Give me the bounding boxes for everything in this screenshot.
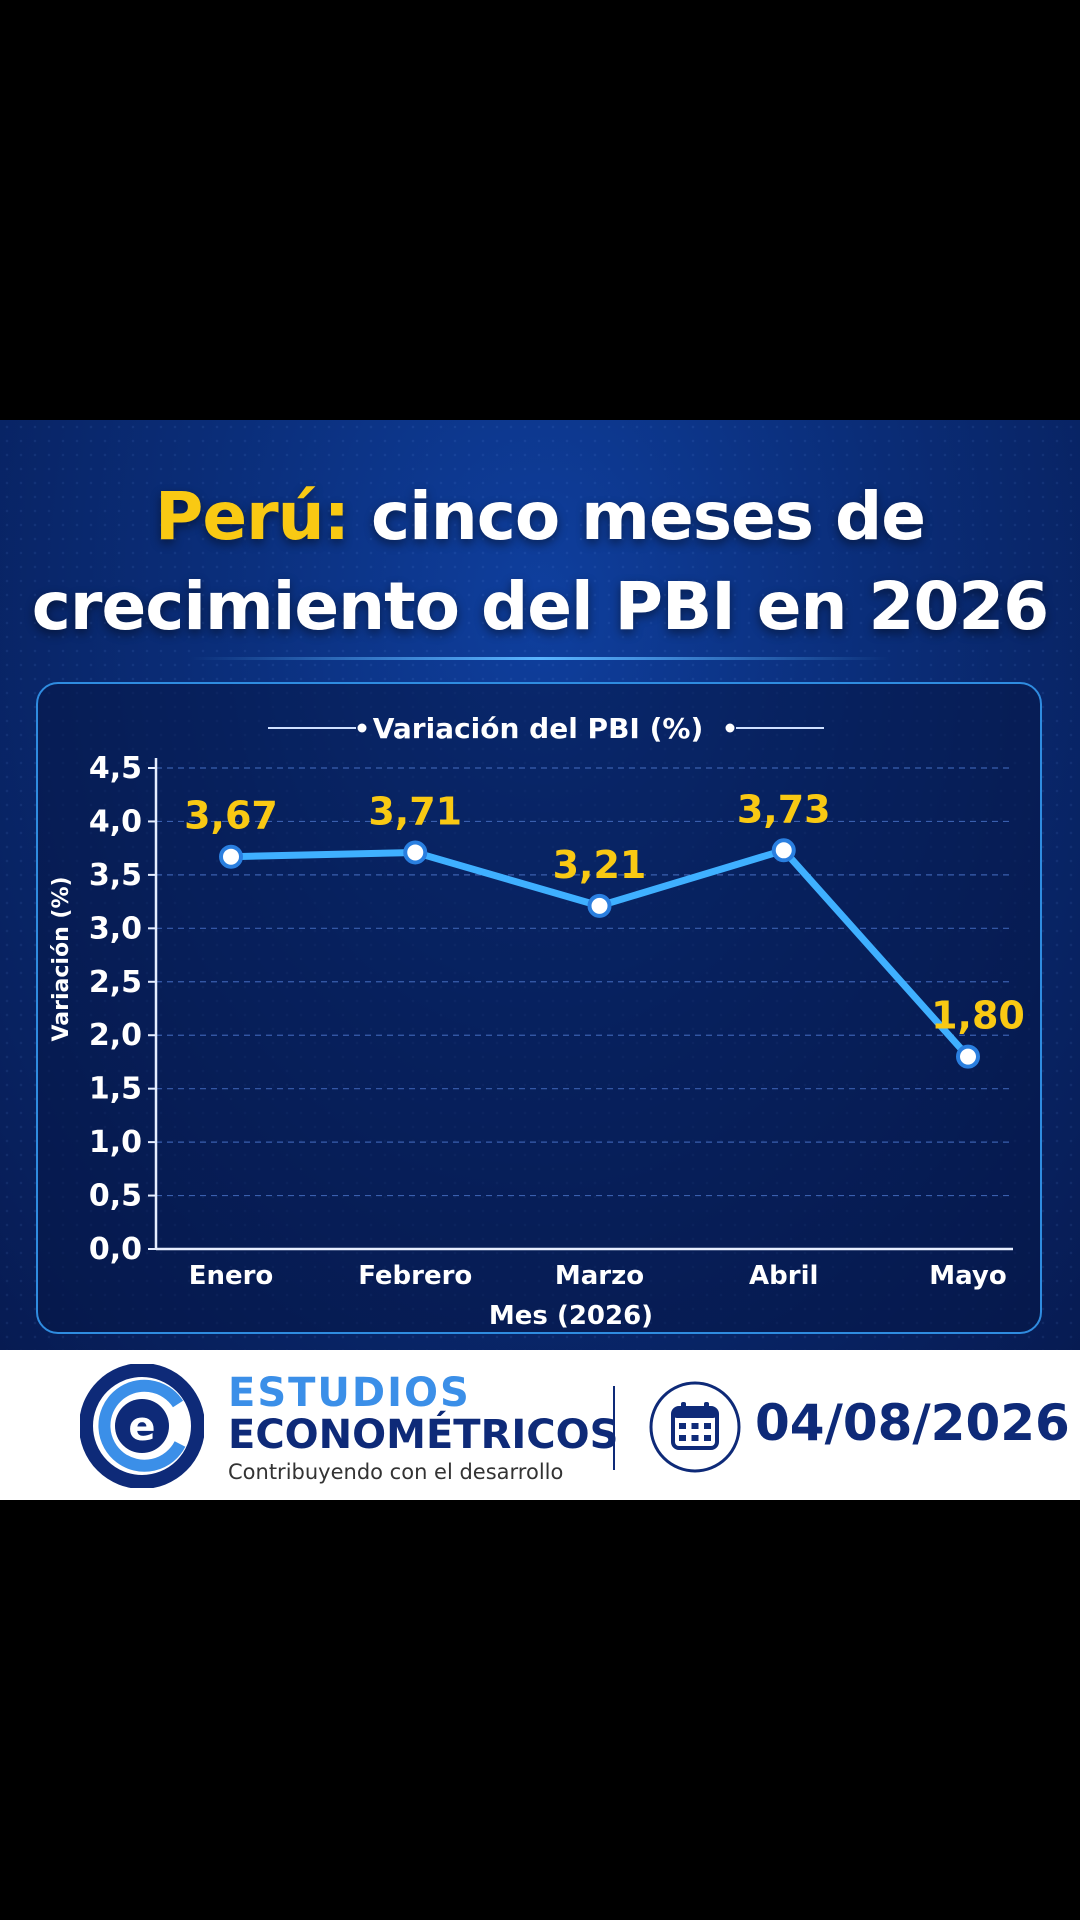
data-label: 1,80 <box>931 994 1025 1038</box>
y-tick-label: 0,5 <box>89 1179 142 1214</box>
x-tick-label: Marzo <box>555 1261 644 1291</box>
data-point <box>956 1044 980 1069</box>
y-tick-label: 1,5 <box>89 1072 142 1107</box>
x-axis-label: Mes (2026) <box>489 1301 653 1331</box>
x-tick-label: Mayo <box>929 1261 1006 1291</box>
x-tick-label: Febrero <box>358 1261 472 1291</box>
axes: 0,0 0,5 1,0 1,5 2,0 2,5 3,0 3,5 4,0 4,5 Enero Febre… <box>89 751 1013 1291</box>
headline-line-1: Perú: cinco meses de <box>0 472 1080 562</box>
svg-text:e: e <box>128 1404 155 1450</box>
y-axis-label: Variación (%) <box>49 876 74 1041</box>
data-label: 3,21 <box>553 843 647 887</box>
calendar-icon <box>649 1381 741 1473</box>
y-tick-label: 4,5 <box>89 751 142 786</box>
e-logo-icon: e <box>80 1364 204 1488</box>
data-point <box>219 844 243 869</box>
data-point <box>587 893 612 918</box>
x-tick-label: Abril <box>749 1261 818 1291</box>
headline-divider <box>190 657 890 660</box>
data-label: 3,71 <box>368 789 462 833</box>
footer-divider <box>613 1386 615 1470</box>
chart-panel: 0,0 0,5 1,0 1,5 2,0 2,5 3,0 3,5 4,0 4,5 Enero Febre… <box>36 682 1042 1334</box>
series-line <box>219 838 980 1069</box>
brand-line-2: ECONOMÉTRICOS <box>228 1412 619 1458</box>
legend-label: Variación del PBI (%) <box>373 712 704 745</box>
footer: e ESTUDIOS ECONOMÉTRICOS Contribuyendo c… <box>0 1350 1080 1500</box>
y-tick-label: 3,5 <box>89 858 142 893</box>
y-tick-label: 3,0 <box>89 911 142 946</box>
data-label: 3,73 <box>737 787 831 831</box>
headline-rest: cinco meses de <box>349 478 926 555</box>
legend-dot-right <box>725 723 735 733</box>
infographic-card: Perú: cinco meses de crecimiento del PBI… <box>0 420 1080 1350</box>
y-tick-label: 1,0 <box>89 1125 142 1160</box>
y-tick-label: 4,0 <box>89 804 142 839</box>
publication-date: 04/08/2026 <box>755 1394 1070 1452</box>
legend: Variación del PBI (%) <box>268 712 824 745</box>
data-point <box>403 840 428 865</box>
x-tick-label: Enero <box>189 1261 274 1291</box>
legend-dot-left <box>357 723 367 733</box>
brand-line-1: ESTUDIOS <box>228 1370 471 1416</box>
y-tick-label: 0,0 <box>89 1232 142 1267</box>
y-tick-label: 2,5 <box>89 965 142 1000</box>
data-labels: 3,67 3,71 3,21 3,73 1,80 <box>184 787 1025 1037</box>
y-tick-label: 2,0 <box>89 1018 142 1053</box>
brand-tagline: Contribuyendo con el desarrollo <box>228 1460 564 1484</box>
line-chart: 0,0 0,5 1,0 1,5 2,0 2,5 3,0 3,5 4,0 4,5 Enero Febre… <box>49 712 1025 1331</box>
headline-line-2: crecimiento del PBI en 2026 <box>31 568 1049 645</box>
data-point <box>771 838 796 863</box>
data-label: 3,67 <box>184 794 278 838</box>
grid <box>156 767 1013 1197</box>
headline-highlight: Perú: <box>154 478 350 555</box>
